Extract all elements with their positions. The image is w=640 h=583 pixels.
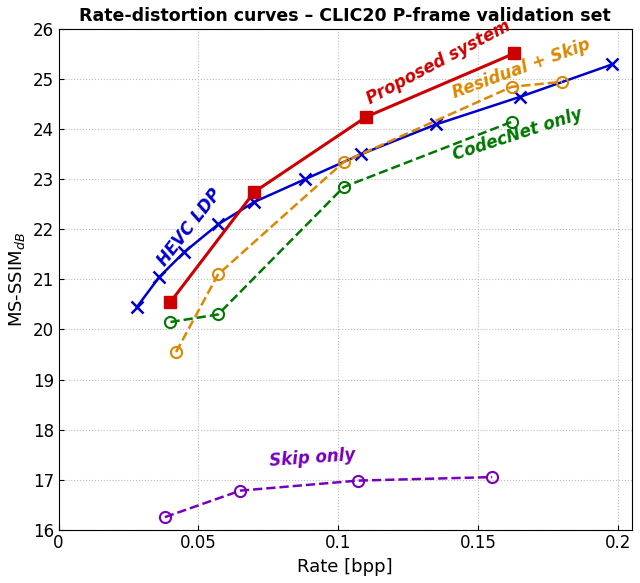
Text: Skip only: Skip only	[268, 445, 356, 469]
Title: Rate-distortion curves – CLIC20 P-frame validation set: Rate-distortion curves – CLIC20 P-frame …	[79, 7, 611, 25]
Text: Proposed system: Proposed system	[364, 17, 514, 108]
Text: HEVC LDP: HEVC LDP	[154, 185, 225, 269]
Text: CodecNet only: CodecNet only	[450, 106, 584, 164]
X-axis label: Rate [bpp]: Rate [bpp]	[298, 558, 393, 576]
Y-axis label: MS-SSIM$_{dB}$: MS-SSIM$_{dB}$	[7, 232, 27, 327]
Text: Residual + Skip: Residual + Skip	[450, 35, 593, 102]
